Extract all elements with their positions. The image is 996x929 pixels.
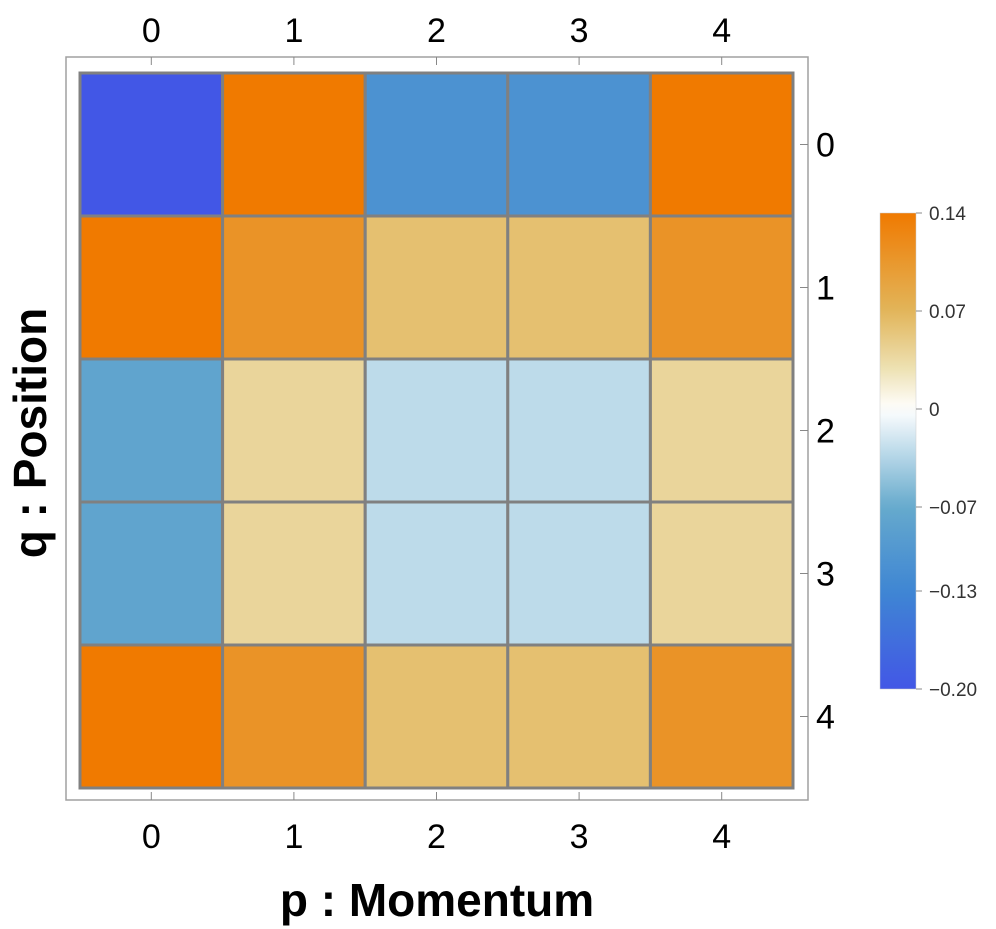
y-tick-label-right: 1 <box>816 270 835 308</box>
heatmap-cell-q0-p1 <box>221 71 367 218</box>
x-tick-label-top: 4 <box>712 12 731 50</box>
heatmap-cell-q0-p3 <box>506 71 652 218</box>
colorbar-tick-label: 0 <box>929 400 940 421</box>
heatmap-cell-q3-p4 <box>648 500 795 647</box>
x-tick-label-bottom: 1 <box>284 818 303 856</box>
x-axis-title: p : Momentum <box>280 874 594 926</box>
x-tick-label-top: 2 <box>427 12 446 50</box>
heatmap-cell-q4-p3 <box>506 643 652 790</box>
x-tick-label-top: 0 <box>142 12 161 50</box>
heatmap-cell-q0-p4 <box>648 71 795 218</box>
heatmap-cell-q4-p0 <box>78 643 225 790</box>
heatmap-cell-q4-p2 <box>363 643 510 790</box>
heatmap-cell-q1-p3 <box>506 214 652 361</box>
colorbar-gradient <box>879 212 917 690</box>
heatmap-cell-q1-p0 <box>78 214 225 361</box>
x-tick-label-top: 1 <box>284 12 303 50</box>
colorbar-tick-label: −0.07 <box>929 498 977 519</box>
heatmap-cell-q2-p4 <box>648 357 795 504</box>
y-tick-label-right: 3 <box>816 556 835 594</box>
heatmap-cell-q2-p3 <box>506 357 652 504</box>
heatmap-cell-q3-p3 <box>506 500 652 647</box>
x-tick-label-top: 3 <box>570 12 589 50</box>
colorbar-tick-label: 0.14 <box>929 204 966 225</box>
x-tick-label-bottom: 4 <box>712 818 731 856</box>
colorbar-tick-label: −0.13 <box>929 582 977 603</box>
colorbar: 0.14 0.07 0 −0.07 −0.13 −0.20 <box>879 204 977 701</box>
y-tick-label-right: 2 <box>816 413 835 451</box>
heatmap-cell-q1-p1 <box>221 214 367 361</box>
x-tick-label-bottom: 3 <box>570 818 589 856</box>
heatmap-cell-q3-p2 <box>363 500 510 647</box>
y-axis-title: q : Position <box>4 308 56 558</box>
colorbar-tick-label: 0.07 <box>929 302 966 323</box>
heatmap-cell-q3-p1 <box>221 500 367 647</box>
heatmap-cell-q2-p1 <box>221 357 367 504</box>
heatmap-cell-q2-p2 <box>363 357 510 504</box>
heatmap-cell-q0-p2 <box>363 71 510 218</box>
y-tick-label-right: 0 <box>816 127 835 165</box>
heatmap-cell-q0-p0 <box>78 71 225 218</box>
x-tick-label-bottom: 2 <box>427 818 446 856</box>
heatmap-cell-q4-p1 <box>221 643 367 790</box>
heatmap-cell-q3-p0 <box>78 500 225 647</box>
heatmap-cell-q1-p2 <box>363 214 510 361</box>
heatmap-cells <box>78 71 795 790</box>
heatmap-cell-q1-p4 <box>648 214 795 361</box>
heatmap-cell-q2-p0 <box>78 357 225 504</box>
y-tick-label-right: 4 <box>816 699 835 737</box>
heatmap-cell-q4-p4 <box>648 643 795 790</box>
axis-ticks: 0 0 1 1 2 2 3 3 4 4 0 1 2 3 4 <box>142 12 835 856</box>
x-tick-label-bottom: 0 <box>142 818 161 856</box>
colorbar-tick-label: −0.20 <box>929 680 977 701</box>
